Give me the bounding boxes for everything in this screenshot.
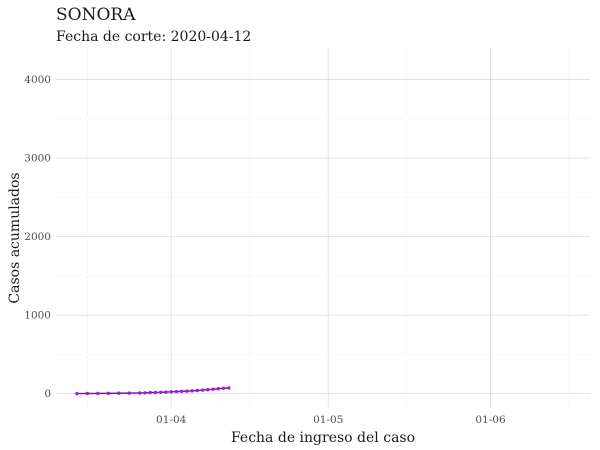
x-tick-label: 01-06 <box>475 414 506 426</box>
y-axis-title: Casos acumulados <box>7 172 23 303</box>
data-point <box>164 390 168 394</box>
x-axis-ticks: 01-04 01-05 01-06 <box>156 414 506 426</box>
series-line <box>76 387 229 395</box>
data-point <box>179 389 184 394</box>
data-point <box>85 391 90 396</box>
major-gridlines <box>56 48 590 407</box>
y-tick-label: 1000 <box>24 310 51 322</box>
x-axis-title: Fecha de ingreso del caso <box>231 430 415 446</box>
data-point <box>211 387 215 391</box>
data-point <box>153 390 158 395</box>
y-tick-label: 3000 <box>24 152 51 164</box>
y-tick-label: 0 <box>44 388 51 400</box>
data-point <box>190 389 194 393</box>
data-point <box>96 391 100 396</box>
data-point <box>200 388 205 392</box>
data-point <box>195 388 200 393</box>
data-point <box>159 390 163 395</box>
data-point <box>127 391 131 395</box>
y-tick-label: 4000 <box>24 74 51 86</box>
chart-title: SONORA <box>56 5 136 25</box>
x-tick-label: 01-04 <box>156 414 187 426</box>
minor-gridlines <box>56 48 590 407</box>
data-point <box>227 386 231 390</box>
data-point <box>106 391 111 396</box>
chart-subtitle: Fecha de corte: 2020-04-12 <box>56 29 252 45</box>
data-point <box>206 387 210 392</box>
data-point <box>143 391 147 395</box>
data-point <box>221 386 226 391</box>
y-tick-label: 2000 <box>24 231 51 243</box>
data-point <box>216 386 220 391</box>
data-point <box>169 390 173 394</box>
data-point <box>117 391 121 395</box>
y-axis-ticks: 0 1000 2000 3000 4000 <box>24 74 51 400</box>
data-point <box>138 391 142 395</box>
series-layer <box>75 386 231 396</box>
x-tick-label: 01-05 <box>313 414 343 426</box>
data-point <box>148 390 152 395</box>
data-point <box>75 391 79 396</box>
data-point <box>174 389 179 394</box>
data-point <box>185 389 189 393</box>
